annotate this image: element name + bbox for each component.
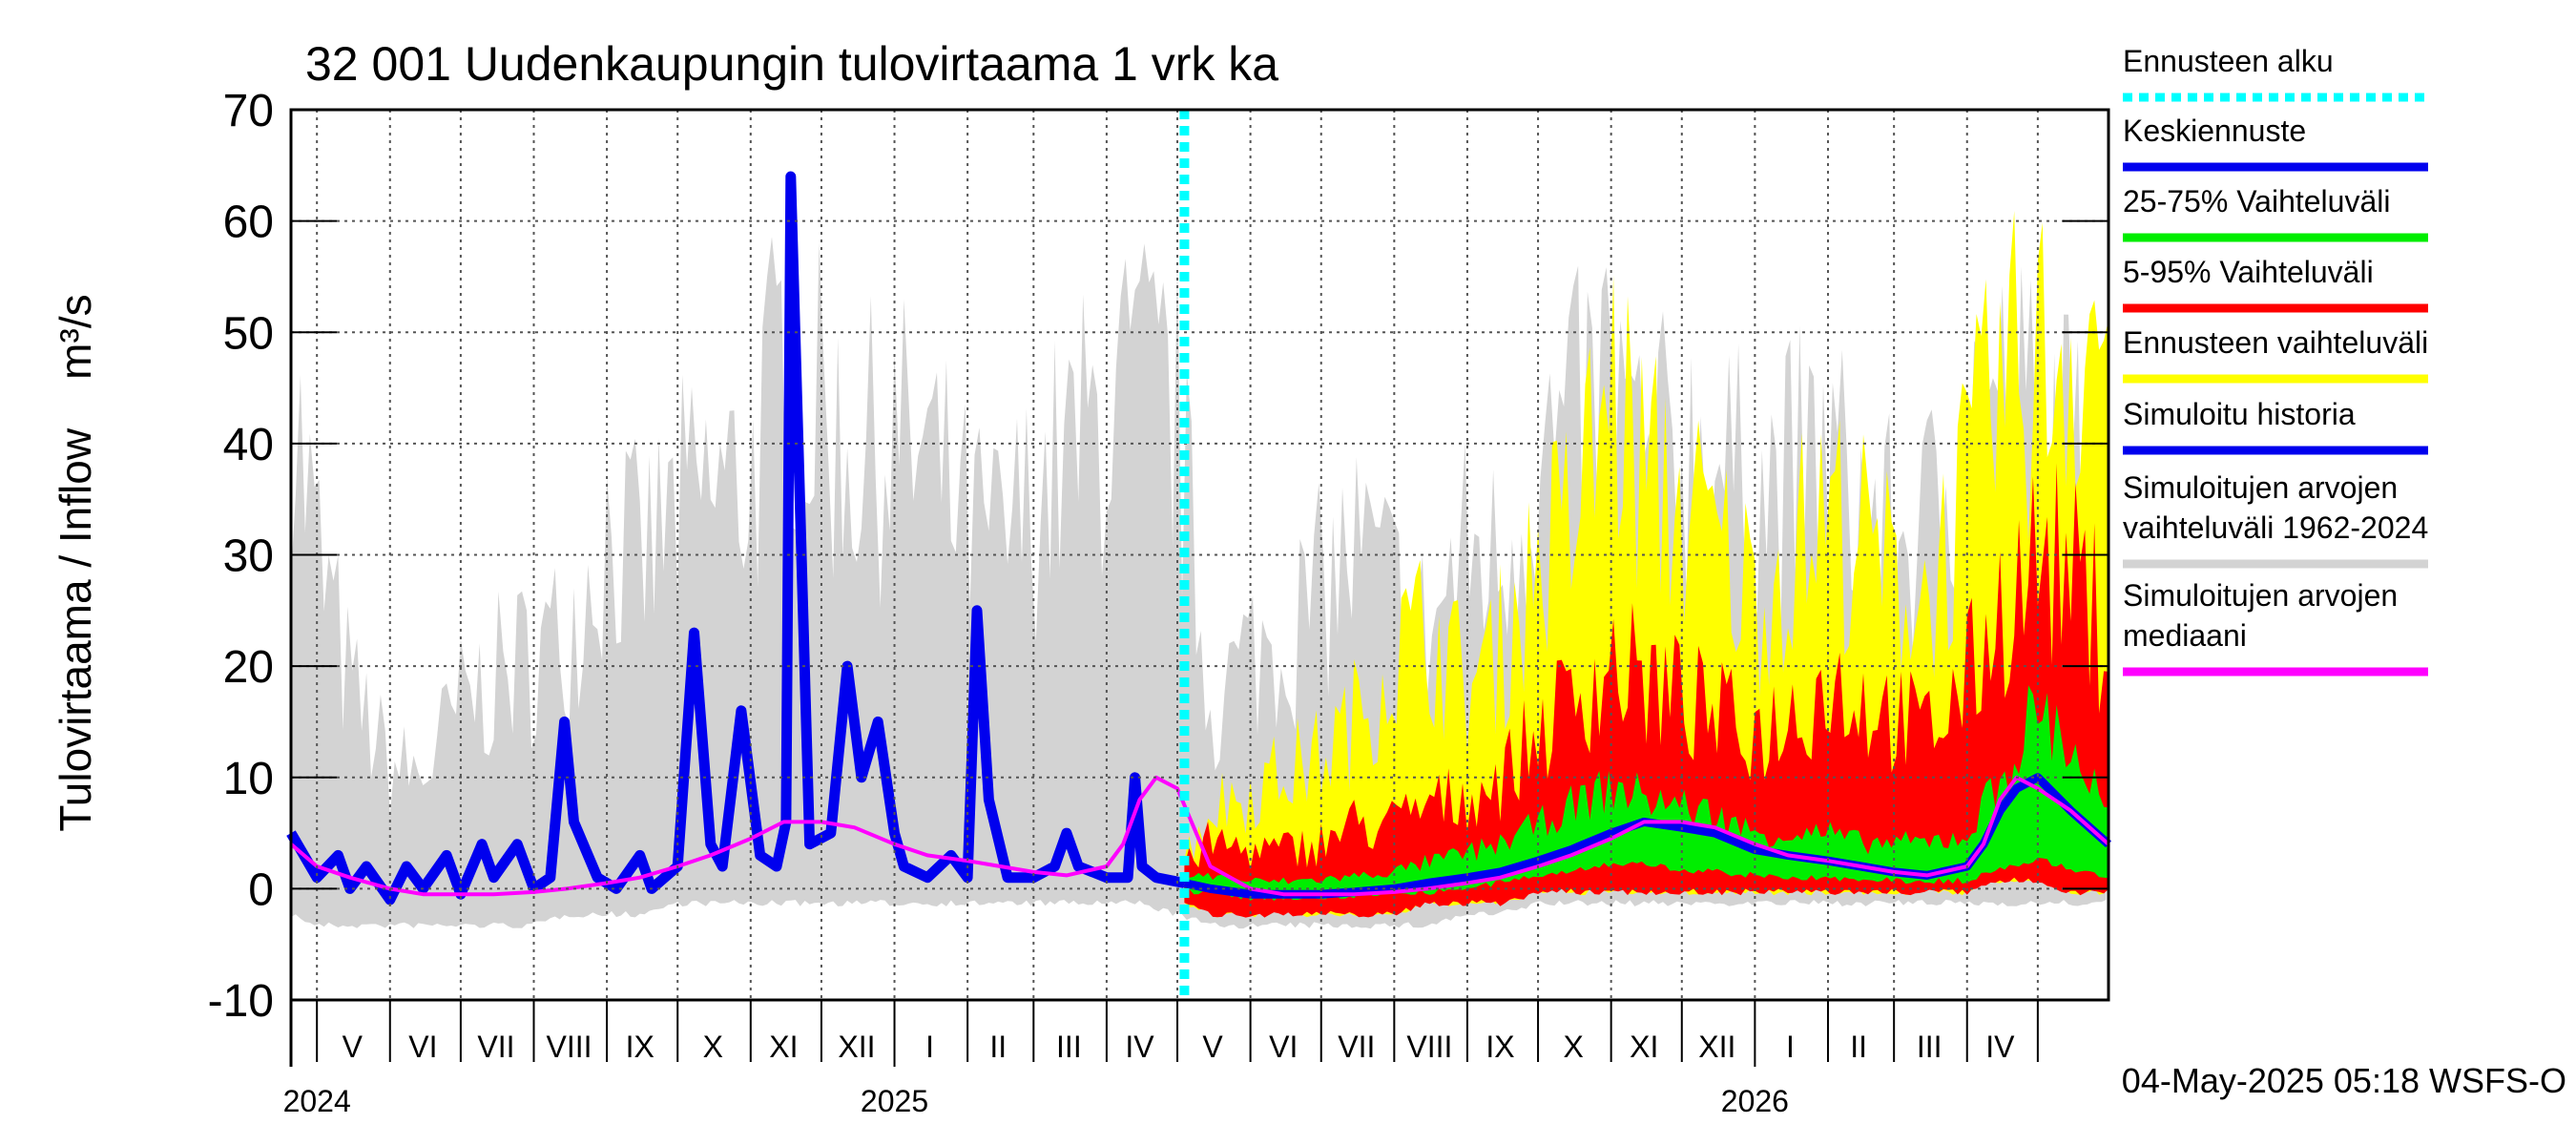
- plot-frame: [289, 108, 2110, 1002]
- month-label: XII: [838, 1030, 875, 1064]
- legend-label: Simuloitu historia: [2123, 397, 2356, 431]
- y-tick-label: 0: [248, 864, 274, 915]
- month-label: VI: [1269, 1030, 1298, 1064]
- legend-label: mediaani: [2123, 618, 2247, 653]
- y-tick-label: 50: [223, 308, 274, 359]
- legend-entry: 25-75% Vaihteluväli: [2123, 184, 2428, 242]
- month-label: X: [1563, 1030, 1583, 1064]
- month-label: IX: [626, 1030, 654, 1064]
- legend-label: Keskiennuste: [2123, 114, 2306, 148]
- y-tick-label: 30: [223, 531, 274, 582]
- legend-entry: Simuloitujen arvojen vaihteluväli 1962-20…: [2123, 470, 2428, 569]
- legend-entry: Simuloitu historia: [2123, 397, 2428, 455]
- legend-entry: Ennusteen alku: [2123, 44, 2428, 102]
- legend: Ennusteen alku Keskiennuste 25-75% Vaihtel…: [2123, 44, 2428, 677]
- month-label: II: [1850, 1030, 1867, 1064]
- y-tick-label: 60: [223, 198, 274, 248]
- month-label: XI: [1630, 1030, 1658, 1064]
- month-label: III: [1056, 1030, 1082, 1064]
- month-label: II: [989, 1030, 1007, 1064]
- month-label: X: [703, 1030, 723, 1064]
- year-label: 2026: [1721, 1084, 1789, 1118]
- band-series-3: [1184, 685, 2109, 902]
- month-label: III: [1917, 1030, 1942, 1064]
- median-line: [289, 775, 2110, 897]
- legend-entry: 5-95% Vaihteluväli: [2123, 255, 2428, 313]
- y-axis-label: Tulovirtaama / Inflow m³/s: [51, 294, 100, 831]
- legend-label: 5-95% Vaihteluväli: [2123, 255, 2374, 289]
- legend-label: vaihteluväli 1962-2024: [2123, 510, 2428, 545]
- legend-entry: Ennusteen vaihteluväli: [2123, 325, 2428, 384]
- month-label: I: [1786, 1030, 1795, 1064]
- legend-label: Simuloitujen arvojen: [2123, 578, 2398, 613]
- month-label: V: [343, 1030, 364, 1064]
- legend-entry: Keskiennuste: [2123, 114, 2428, 172]
- timestamp: 04-May-2025 05:18 WSFS-O: [2122, 1061, 2566, 1100]
- month-label: XI: [769, 1030, 798, 1064]
- y-tick-label: 20: [223, 642, 274, 693]
- month-label: IX: [1485, 1030, 1514, 1064]
- legend-label: Ennusteen alku: [2123, 44, 2334, 78]
- y-tick-label: -10: [208, 976, 274, 1027]
- month-label: VIII: [547, 1030, 592, 1064]
- band-series-2: [1184, 463, 2109, 918]
- legend-entry: Simuloitujen arvojen mediaani: [2123, 578, 2428, 677]
- legend-label: 25-75% Vaihteluväli: [2123, 184, 2390, 219]
- month-label: IV: [1125, 1030, 1154, 1064]
- legend-label: Simuloitujen arvojen: [2123, 470, 2398, 505]
- y-tick-label: 70: [223, 86, 274, 136]
- y-tick-label: 10: [223, 754, 274, 804]
- month-label: VIII: [1406, 1030, 1452, 1064]
- chart-title: 32 001 Uudenkaupungin tulovirtaama 1 vrk…: [305, 37, 1278, 91]
- month-label: VII: [1338, 1030, 1375, 1064]
- year-label: 2025: [861, 1084, 928, 1118]
- legend-label: Ennusteen vaihteluväli: [2123, 325, 2428, 360]
- y-tick-label: 40: [223, 420, 274, 470]
- month-label: VI: [408, 1030, 437, 1064]
- month-label: IV: [1985, 1030, 2015, 1064]
- month-label: XII: [1698, 1030, 1735, 1064]
- year-label: 2024: [283, 1084, 351, 1118]
- month-label: V: [1202, 1030, 1223, 1064]
- month-label: I: [925, 1030, 934, 1064]
- month-label: VII: [477, 1030, 514, 1064]
